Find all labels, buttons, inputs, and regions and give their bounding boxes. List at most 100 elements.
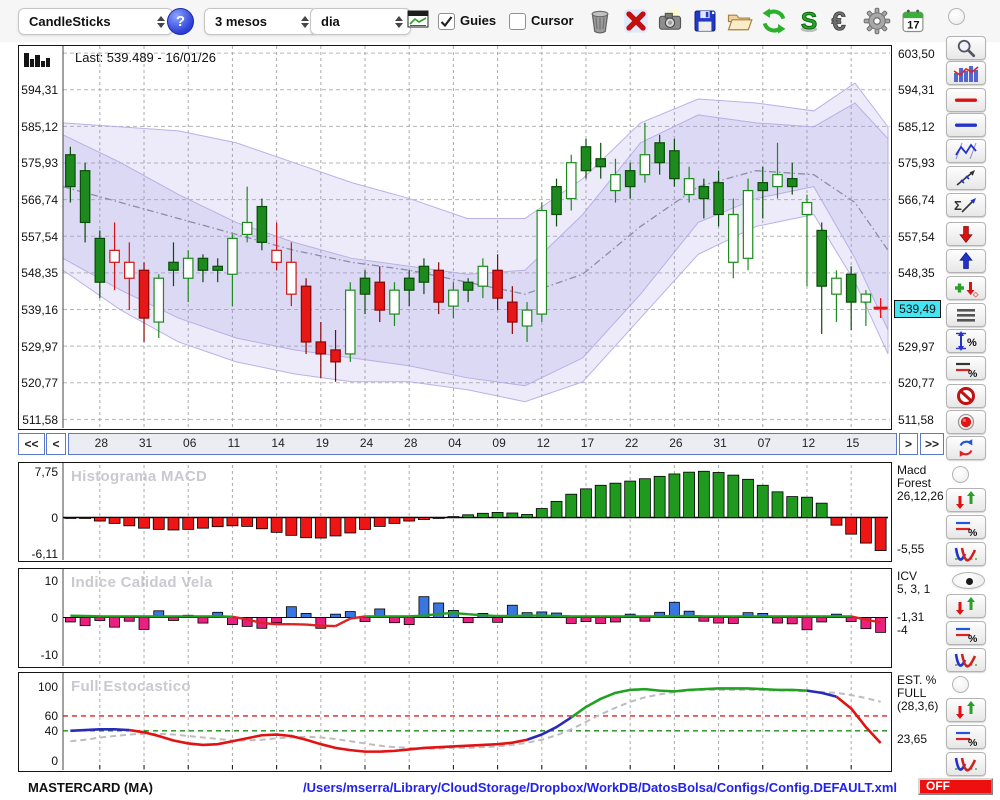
list-button[interactable] bbox=[946, 303, 986, 327]
interval-select[interactable]: dia bbox=[310, 8, 411, 35]
disable-button[interactable] bbox=[946, 384, 986, 408]
date-label: 31 bbox=[138, 436, 153, 450]
stochastic-panel[interactable]: Full Estocastico bbox=[18, 672, 892, 772]
plusdown-icon bbox=[953, 278, 979, 298]
indicator-axis-label: 60 bbox=[44, 709, 58, 724]
chevron-up-down-icon bbox=[395, 15, 403, 28]
icv-values: -1,31 -4 bbox=[897, 610, 925, 637]
date-label: 24 bbox=[359, 436, 374, 450]
nav-last-label: >> bbox=[924, 437, 939, 451]
calendar-button[interactable]: 17 bbox=[899, 7, 927, 35]
icv-panel-radio[interactable] bbox=[952, 572, 985, 589]
icv-signals-button[interactable] bbox=[946, 594, 986, 618]
adown-icon bbox=[956, 224, 976, 244]
guies-checkbox[interactable] bbox=[438, 13, 455, 30]
date-label: 15 bbox=[845, 436, 860, 450]
sigma-icon: Σ bbox=[953, 195, 979, 215]
price-axis-label-left: 575,93 bbox=[21, 156, 58, 171]
indicator-layers-button[interactable] bbox=[946, 61, 986, 85]
record-button[interactable] bbox=[946, 410, 986, 434]
pctb-icon: % bbox=[953, 623, 979, 643]
nav-last-button[interactable]: >> bbox=[920, 433, 944, 455]
price-axis-label-right: 548,35 bbox=[898, 266, 935, 281]
up-arrow-marker-button[interactable] bbox=[946, 249, 986, 273]
macd-panel-radio[interactable] bbox=[952, 466, 969, 483]
main-price-panel[interactable]: Last: 539.489 - 16/01/26 bbox=[18, 45, 892, 430]
date-scroll-strip[interactable]: 28 31 06 11 14 19 24 28 04 09 12 17 22 26 31 07 12 15 bbox=[68, 433, 897, 455]
macd-panel[interactable]: Histograma MACD bbox=[18, 462, 892, 562]
down-arrow-marker-button[interactable] bbox=[946, 222, 986, 246]
date-label: 26 bbox=[669, 436, 683, 450]
red-hline-button[interactable] bbox=[946, 88, 986, 112]
redline-icon bbox=[953, 93, 979, 107]
nav-prev-button[interactable]: < bbox=[46, 433, 66, 455]
price-axis-label-right: 520,77 bbox=[898, 376, 935, 391]
indicator-axis-label: 0 bbox=[51, 611, 58, 625]
macd-signals-button[interactable] bbox=[946, 488, 986, 512]
est-percent-button[interactable]: % bbox=[946, 725, 986, 749]
indicator-axis-label: 7,75 bbox=[34, 464, 58, 479]
zigzag-tool-button[interactable] bbox=[946, 139, 986, 163]
off-toggle[interactable]: OFF bbox=[918, 778, 993, 795]
indicator-axis-label: -6,11 bbox=[31, 547, 58, 562]
price-axis-label-right: 557,54 bbox=[898, 229, 935, 244]
open-button[interactable] bbox=[725, 7, 753, 35]
trash-button[interactable] bbox=[586, 7, 614, 35]
refresh-button[interactable] bbox=[760, 7, 788, 35]
main-panel-radio[interactable] bbox=[948, 8, 965, 25]
save-button[interactable] bbox=[691, 7, 719, 35]
reload-button[interactable] bbox=[946, 436, 986, 460]
cursor-checkbox[interactable] bbox=[509, 13, 526, 30]
trendline-tool-button[interactable] bbox=[946, 166, 986, 190]
est-signals-button[interactable] bbox=[946, 698, 986, 722]
curves-icon bbox=[953, 754, 979, 774]
svg-text:Σ: Σ bbox=[954, 198, 962, 213]
camera-icon bbox=[658, 8, 682, 30]
help-button[interactable]: ? bbox=[167, 8, 194, 35]
date-label: 09 bbox=[492, 436, 506, 450]
icv-panel[interactable]: Indice Calidad Vela bbox=[18, 568, 892, 668]
noentry-icon bbox=[956, 386, 976, 406]
period-select[interactable]: 3 mesos bbox=[204, 8, 317, 35]
curves-icon bbox=[953, 544, 979, 564]
add-signal-button[interactable] bbox=[946, 276, 986, 300]
save-floppy-icon bbox=[694, 10, 716, 32]
price-axis-label-right: 566,74 bbox=[898, 193, 935, 208]
indicator-axis-label: 10 bbox=[44, 573, 58, 588]
nav-first-button[interactable]: << bbox=[18, 433, 45, 455]
macd-curves-button[interactable] bbox=[946, 542, 986, 566]
sync-button[interactable]: S bbox=[795, 7, 823, 36]
macd-percent-button[interactable]: % bbox=[946, 515, 986, 539]
updown-icon bbox=[953, 700, 979, 720]
date-label: 19 bbox=[315, 436, 329, 450]
price-axis-label-right: 575,93 bbox=[898, 156, 935, 171]
est-curves-button[interactable] bbox=[946, 752, 986, 776]
mag-icon bbox=[953, 38, 979, 58]
icv-percent-button[interactable]: % bbox=[946, 621, 986, 645]
mini-chart-window-icon[interactable] bbox=[406, 7, 430, 35]
measure-percent-button[interactable]: % bbox=[946, 329, 986, 353]
indicator-axis-label: 0 bbox=[51, 754, 58, 769]
currency-button[interactable]: € bbox=[828, 7, 856, 36]
svg-text:€: € bbox=[832, 8, 846, 35]
delete-button[interactable] bbox=[622, 7, 650, 35]
settings-button[interactable] bbox=[863, 7, 891, 35]
current-price-highlight: 539,49 bbox=[894, 299, 941, 318]
icv-curves-button[interactable] bbox=[946, 648, 986, 672]
est-panel-radio[interactable] bbox=[952, 676, 969, 693]
blue-hline-button[interactable] bbox=[946, 113, 986, 137]
chart-type-select[interactable]: CandleSticks bbox=[18, 8, 173, 35]
date-label: 22 bbox=[625, 436, 639, 450]
sigma-trendline-button[interactable]: Σ bbox=[946, 193, 986, 217]
percent-lines-button[interactable]: % bbox=[946, 356, 986, 380]
nav-next-button[interactable]: > bbox=[899, 433, 918, 455]
snapshot-button[interactable] bbox=[656, 7, 684, 35]
price-axis-label-left: 557,54 bbox=[21, 229, 58, 244]
trend-icon bbox=[953, 168, 979, 188]
price-axis-label-right: 585,12 bbox=[898, 119, 935, 134]
date-label: 12 bbox=[801, 436, 816, 450]
indicator-axis-label: -10 bbox=[40, 648, 58, 663]
zoom-tool-button[interactable] bbox=[946, 36, 986, 60]
last-price-label: Last: 539.489 - 16/01/26 bbox=[75, 50, 216, 65]
